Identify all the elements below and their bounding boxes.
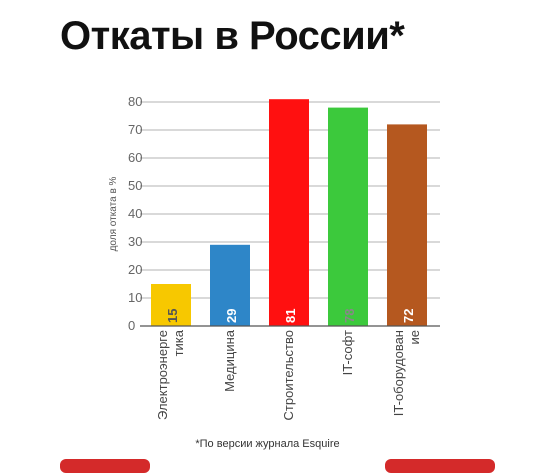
y-tick-label: 60 [128, 150, 142, 165]
y-tick-label: 40 [128, 206, 142, 221]
x-tick-label: тика [171, 329, 186, 356]
y-tick-label: 30 [128, 234, 142, 249]
bar [210, 244, 250, 326]
bar [387, 124, 427, 327]
bar-value-label: 81 [283, 309, 298, 323]
x-tick-label: Строительство [281, 330, 296, 420]
bar-value-label: 78 [342, 309, 357, 323]
bar [151, 284, 191, 326]
bar-chart: 0 10 20 30 40 50 60 70 80 доля отката в % 15 Электр… [108, 94, 440, 420]
y-axis-label: доля отката в % [108, 176, 119, 251]
decorative-bar-right [385, 459, 495, 473]
y-tick-label: 80 [128, 94, 142, 109]
y-tick-label: 70 [128, 122, 142, 137]
bar [269, 99, 309, 326]
bar-value-label: 15 [165, 309, 180, 323]
x-tick-label: Медицина [222, 329, 237, 392]
footnote: *По версии журнала Esquire [195, 438, 340, 450]
decorative-bar-left [60, 459, 150, 473]
chart-title: Откаты в России* [60, 14, 405, 59]
bar-value-label: 72 [401, 309, 416, 323]
y-tick-label: 0 [128, 318, 135, 333]
chart-title-asterisk: * [389, 14, 405, 58]
bar [328, 107, 368, 326]
x-tick-label: ие [407, 330, 422, 345]
x-tick-label: IT-софт [340, 330, 355, 375]
chart-title-text: Откаты в России [60, 14, 390, 58]
x-tick-label: Электроэнерге [155, 330, 170, 420]
x-tick-label: IT-оборудован [391, 330, 406, 416]
y-tick-label: 50 [128, 178, 142, 193]
y-tick-label: 10 [128, 290, 142, 305]
bar-value-label: 29 [224, 309, 239, 323]
y-tick-label: 20 [128, 262, 142, 277]
